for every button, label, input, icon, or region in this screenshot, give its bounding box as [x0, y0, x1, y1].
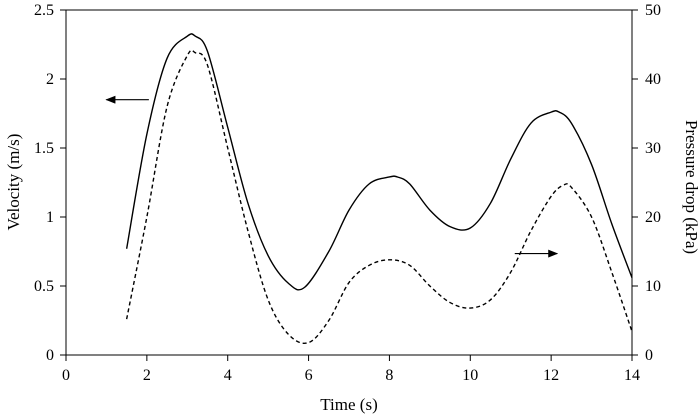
x-tick-label: 8 [385, 367, 393, 384]
left-axis-title: Velocity (m/s) [4, 134, 23, 231]
right-tick-label: 20 [645, 209, 661, 226]
series-layer [125, 33, 633, 344]
right-tick-label: 10 [645, 278, 661, 295]
right-axis-title: Pressure drop (kPa) [682, 120, 699, 254]
x-tick-label: 10 [462, 367, 478, 384]
left-tick-label: 2.5 [34, 2, 54, 19]
pressure-drop-line [125, 49, 633, 344]
x-axis-ticks: 0 2 4 6 8 10 12 14 [62, 355, 640, 384]
annotation-layer [105, 95, 559, 258]
plot-frame [65, 9, 633, 356]
right-tick-label: 50 [645, 2, 661, 19]
left-tick-label: 0.5 [34, 278, 54, 295]
left-tick-label: 1.5 [34, 140, 54, 157]
left-axis-ticks: 0 0.5 1 1.5 2 2.5 [34, 2, 66, 364]
right-tick-label: 40 [645, 71, 661, 88]
right-tick-label: 0 [645, 347, 653, 364]
right-tick-label: 30 [645, 140, 661, 157]
x-tick-label: 2 [143, 367, 151, 384]
velocity-line [125, 33, 633, 291]
left-tick-label: 0 [46, 347, 54, 364]
x-tick-label: 14 [624, 367, 640, 384]
x-tick-label: 4 [224, 367, 232, 384]
x-tick-label: 0 [62, 367, 70, 384]
right-axis-ticks: 0 10 20 30 40 50 [632, 2, 661, 364]
x-tick-label: 6 [305, 367, 313, 384]
left-tick-label: 1 [46, 209, 54, 226]
left-tick-label: 2 [46, 71, 54, 88]
x-tick-label: 12 [543, 367, 559, 384]
x-axis-title: Time (s) [320, 395, 377, 414]
